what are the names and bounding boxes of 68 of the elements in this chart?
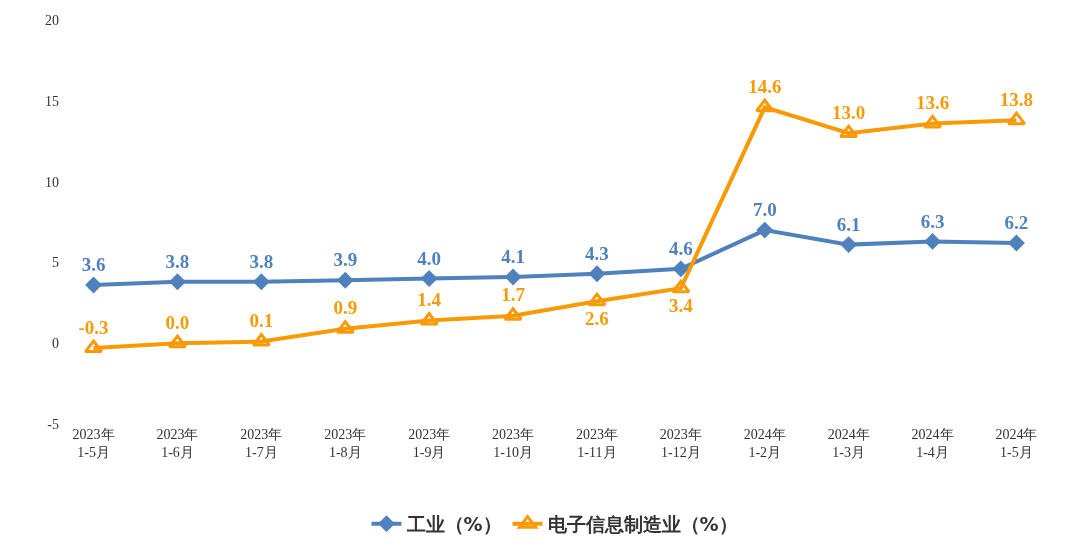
point	[85, 276, 103, 294]
legend-label: 电子信息制造业（%）	[547, 513, 738, 536]
data-label: 4.0	[417, 247, 442, 269]
data-label: 3.9	[333, 249, 358, 271]
data-label: 6.1	[836, 213, 861, 235]
point	[420, 270, 438, 288]
x-tick-label: 2023年 1-9月	[408, 427, 451, 461]
y-tick-label: 5	[52, 255, 59, 271]
data-label: 2.6	[585, 308, 609, 330]
y-tick-label: 10	[45, 174, 59, 190]
point	[83, 339, 104, 354]
x-tick-label: 2024年 1-2月	[743, 427, 786, 461]
point	[419, 312, 439, 326]
point	[839, 124, 859, 139]
data-label: 14.6	[748, 75, 782, 97]
point	[840, 236, 858, 254]
point	[587, 292, 607, 307]
x-tick-label: 2023年 1-10月	[492, 427, 535, 461]
data-label: 0.0	[165, 311, 190, 333]
x-tick-label: 2023年 1-12月	[659, 427, 702, 461]
x-tick-label: 2023年 1-6月	[156, 427, 199, 461]
data-label: 4.1	[501, 246, 525, 268]
x-tick-label: 2023年 1-8月	[324, 427, 367, 461]
point	[756, 221, 774, 239]
data-label: 13.0	[832, 101, 866, 123]
y-tick-label: -5	[47, 416, 59, 432]
point	[588, 265, 606, 283]
x-tick-label: 2023年 1-7月	[240, 427, 283, 461]
point	[169, 273, 186, 291]
data-label: -0.3	[78, 316, 109, 338]
data-label: 3.6	[81, 254, 106, 276]
y-tick-label: 20	[45, 12, 59, 28]
point	[922, 114, 943, 129]
point	[1007, 234, 1025, 252]
point	[252, 273, 270, 291]
y-tick-label: 15	[45, 93, 59, 109]
point	[503, 307, 523, 321]
x-tick-label: 2024年 1-4月	[911, 427, 954, 461]
x-tick-label: 2024年 1-3月	[827, 427, 870, 461]
data-label: 4.3	[585, 242, 609, 264]
data-label: 1.4	[417, 289, 442, 311]
point	[924, 232, 941, 250]
point	[672, 260, 690, 278]
data-label: 1.7	[501, 284, 526, 306]
data-label: 6.3	[920, 210, 945, 232]
data-label: 7.0	[752, 199, 777, 221]
x-tick-label: 2024年 1-5月	[995, 427, 1038, 461]
data-label: 13.6	[915, 91, 950, 113]
point	[1006, 111, 1027, 126]
data-label: 0.9	[333, 297, 358, 319]
point	[167, 334, 188, 349]
x-tick-label: 2023年 1-11月	[575, 427, 618, 461]
point	[336, 271, 354, 289]
data-label: 3.8	[165, 250, 190, 272]
data-label: 0.1	[249, 310, 274, 332]
point	[335, 320, 355, 334]
x-tick-label: 2023年 1-5月	[72, 427, 115, 461]
point	[251, 333, 271, 347]
data-label: 6.2	[1004, 212, 1029, 234]
y-tick-label: 0	[52, 336, 59, 352]
point	[504, 268, 522, 286]
data-label: 13.8	[999, 88, 1034, 110]
data-label: 3.8	[249, 250, 274, 272]
legend-label: 工业（%）	[405, 513, 502, 536]
point	[755, 98, 775, 113]
point	[671, 279, 691, 294]
data-label: 3.4	[668, 295, 694, 317]
data-label: 4.6	[668, 237, 693, 259]
